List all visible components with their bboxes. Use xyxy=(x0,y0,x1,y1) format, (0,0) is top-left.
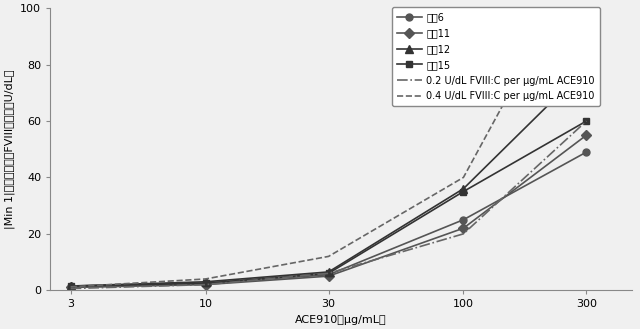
0.4 U/dL FVIII:C per μg/mL ACE910 xyxy=(67,285,74,289)
X-axis label: ACE910（μg/mL）: ACE910（μg/mL） xyxy=(295,315,387,325)
0.2 U/dL FVIII:C per μg/mL ACE910 xyxy=(67,287,74,291)
Legend: 試蕂6, 試蔤11, 試蔤12, 試蔤15, 0.2 U/dL FVIII:C per μg/mL ACE910, 0.4 U/dL FVIII:C per μ: 試蕂6, 試蔤11, 試蔤12, 試蔤15, 0.2 U/dL FVIII:C … xyxy=(392,7,600,106)
試蔤12 xyxy=(460,187,467,191)
試蔤15 xyxy=(460,190,467,193)
0.4 U/dL FVIII:C per μg/mL ACE910 xyxy=(460,175,467,179)
試蔤15 xyxy=(67,284,74,288)
試蔤11 xyxy=(67,286,74,290)
Line: 0.4 U/dL FVIII:C per μg/mL ACE910: 0.4 U/dL FVIII:C per μg/mL ACE910 xyxy=(70,0,586,287)
0.4 U/dL FVIII:C per μg/mL ACE910 xyxy=(324,254,332,258)
試蔤15 xyxy=(324,271,332,275)
0.2 U/dL FVIII:C per μg/mL ACE910 xyxy=(460,232,467,236)
Line: 試蔤12: 試蔤12 xyxy=(67,63,591,290)
試蕂6 xyxy=(460,218,467,222)
0.2 U/dL FVIII:C per μg/mL ACE910 xyxy=(324,271,332,275)
試蕂6 xyxy=(202,281,209,285)
試蔤11 xyxy=(202,283,209,287)
Line: 試蕂6: 試蕂6 xyxy=(67,149,590,291)
試蔤12 xyxy=(67,284,74,288)
試蔤15 xyxy=(202,281,209,285)
試蔤15 xyxy=(582,119,590,123)
Line: 0.2 U/dL FVIII:C per μg/mL ACE910: 0.2 U/dL FVIII:C per μg/mL ACE910 xyxy=(70,121,586,289)
試蕂6 xyxy=(67,286,74,290)
試蔤11 xyxy=(582,133,590,137)
試蔤11 xyxy=(324,274,332,278)
試蔤11 xyxy=(460,226,467,230)
Y-axis label: |Min 1|から換算したFVIII活性値（U/dL）: |Min 1|から換算したFVIII活性値（U/dL） xyxy=(4,69,15,229)
試蔤12 xyxy=(324,270,332,274)
試蕂6 xyxy=(324,273,332,277)
0.4 U/dL FVIII:C per μg/mL ACE910 xyxy=(202,277,209,281)
0.2 U/dL FVIII:C per μg/mL ACE910 xyxy=(582,119,590,123)
Line: 試蔤11: 試蔤11 xyxy=(67,132,590,291)
0.2 U/dL FVIII:C per μg/mL ACE910 xyxy=(202,283,209,287)
試蔤12 xyxy=(582,65,590,69)
試蔤12 xyxy=(202,280,209,284)
Line: 試蔤15: 試蔤15 xyxy=(67,117,590,290)
試蕂6 xyxy=(582,150,590,154)
